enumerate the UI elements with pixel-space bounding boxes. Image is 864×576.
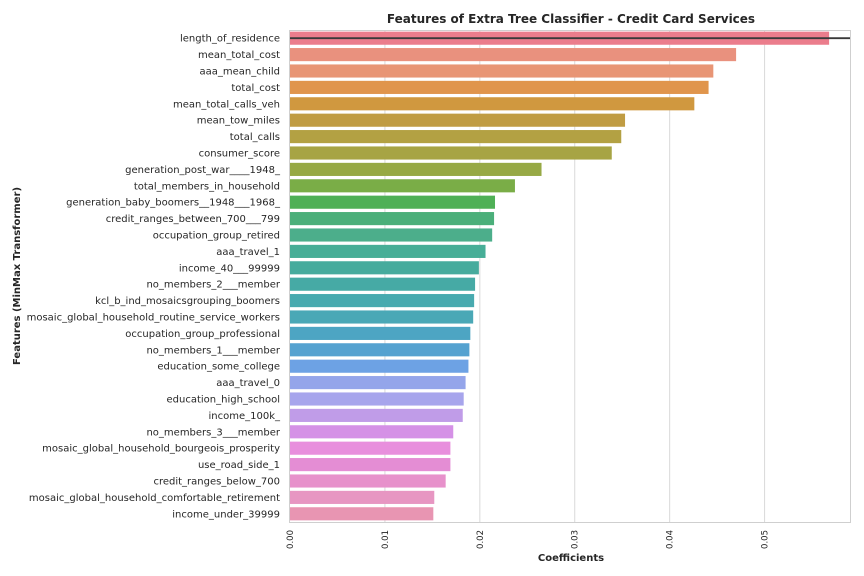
bar [290,294,475,308]
x-axis-label: Coefficients [538,553,604,564]
bar [290,195,496,209]
y-tick-label: kcl_b_ind_mosaicsgrouping_boomers [95,296,280,307]
bar [290,474,446,488]
bar [290,343,470,357]
y-tick-label: use_road_side_1 [198,460,280,471]
y-tick-label: no_members_1___member [146,345,280,356]
y-tick-label: mean_total_cost [198,50,280,61]
bar [290,425,454,439]
bar [290,97,695,111]
x-tick-label: 0.04 [666,530,676,549]
grid-lines [384,30,766,522]
bar [290,80,709,94]
bar [290,228,493,242]
bars [290,31,830,521]
x-tick-label: 0.01 [381,530,391,549]
chart-title: Features of Extra Tree Classifier - Cred… [387,12,755,26]
y-tick-label: length_of_residence [180,34,280,45]
bar [290,113,626,127]
bar [290,310,474,324]
y-tick-label: aaa_travel_1 [216,247,280,258]
y-tick-label: occupation_group_professional [125,329,280,340]
y-tick-label: income_100k_ [208,411,281,422]
x-tick-label: 0.03 [571,530,581,549]
bar [290,48,737,62]
y-tick-label: mosaic_global_household_bourgeois_prospe… [42,444,280,455]
y-tick-labels: length_of_residence mean_total_cost aaa_me… [27,34,281,521]
y-tick-label: no_members_2___member [146,280,280,291]
y-tick-label: mean_total_calls_veh [173,99,280,110]
y-tick-label: mosaic_global_household_routine_service_… [27,313,280,324]
bar [290,408,463,422]
y-tick-label: total_cost [231,83,280,94]
plot-frame [289,30,851,523]
bar [290,261,479,275]
y-tick-label: mean_tow_miles [197,116,280,127]
bar [290,490,435,504]
y-tick-label: income_under_39999 [172,509,280,520]
bar [290,507,434,521]
y-tick-label: total_calls [230,132,280,143]
bar [290,359,469,373]
x-tick-labels: 0.00 0.01 0.02 0.03 0.04 0.05 [286,530,771,549]
bar [290,441,451,455]
bar [290,146,612,160]
bar [290,244,486,258]
y-tick-label: income_40___99999 [179,263,280,274]
bar [290,277,476,291]
y-tick-label: no_members_3___member [146,427,280,438]
y-axis-label: Features (MinMax Transformer) [12,187,23,365]
y-tick-label: credit_ranges_between_700___799 [106,214,280,225]
y-tick-label: aaa_mean_child [200,67,280,78]
bar [290,458,451,472]
bar [290,162,542,176]
bar [290,376,466,390]
y-tick-label: consumer_score [199,149,280,160]
y-tick-label: total_members_in_household [134,181,280,192]
y-tick-label: credit_ranges_below_700 [153,477,280,488]
y-tick-label: occupation_group_retired [153,231,280,242]
x-tick-label: 0.02 [476,530,486,549]
x-tick-label: 0.00 [286,530,296,549]
bar [290,64,714,78]
y-tick-label: generation_post_war____1948_ [125,165,281,176]
y-tick-label: education_some_college [157,362,280,373]
y-tick-label: aaa_travel_0 [216,378,280,389]
bar [290,326,471,340]
y-tick-label: education_high_school [167,395,280,406]
bar [290,212,495,226]
bar [290,392,464,406]
y-tick-label: generation_baby_boomers__1948___1968_ [66,198,281,209]
y-tick-label: mosaic_global_household_comfortable_reti… [29,493,280,504]
bar [290,130,622,144]
bar [290,179,515,193]
x-tick-label: 0.05 [761,530,771,549]
